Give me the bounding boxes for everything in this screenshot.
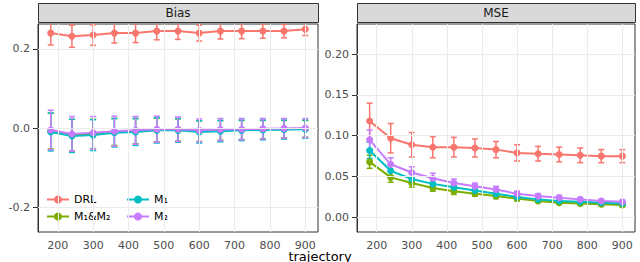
svg-text:600: 600 [189, 239, 210, 252]
svg-text:900: 900 [612, 239, 633, 252]
svg-text:700: 700 [224, 239, 245, 252]
svg-text:M₁&M₂: M₁&M₂ [74, 210, 110, 223]
svg-text:M₂: M₂ [154, 210, 168, 223]
svg-text:Bias: Bias [165, 6, 190, 20]
svg-text:0.2: 0.2 [13, 42, 31, 55]
svg-text:800: 800 [259, 239, 280, 252]
svg-text:700: 700 [542, 239, 563, 252]
svg-text:800: 800 [577, 239, 598, 252]
svg-text:300: 300 [401, 239, 422, 252]
svg-text:DRL: DRL [74, 193, 97, 206]
svg-text:200: 200 [47, 239, 68, 252]
svg-text:0.05: 0.05 [325, 170, 350, 183]
svg-text:MSE: MSE [483, 6, 509, 20]
svg-text:-0.2: -0.2 [9, 201, 30, 214]
svg-text:0.15: 0.15 [325, 88, 350, 101]
svg-text:0.0: 0.0 [13, 122, 31, 135]
svg-text:0.20: 0.20 [325, 48, 350, 61]
svg-text:500: 500 [153, 239, 174, 252]
svg-text:200: 200 [366, 239, 387, 252]
svg-text:600: 600 [507, 239, 528, 252]
svg-text:400: 400 [436, 239, 457, 252]
svg-text:300: 300 [83, 239, 104, 252]
svg-text:M₁: M₁ [154, 193, 168, 206]
svg-text:900: 900 [295, 239, 316, 252]
svg-text:0.10: 0.10 [325, 129, 350, 142]
svg-text:500: 500 [471, 239, 492, 252]
svg-text:400: 400 [118, 239, 139, 252]
svg-text:0.00: 0.00 [325, 211, 350, 224]
